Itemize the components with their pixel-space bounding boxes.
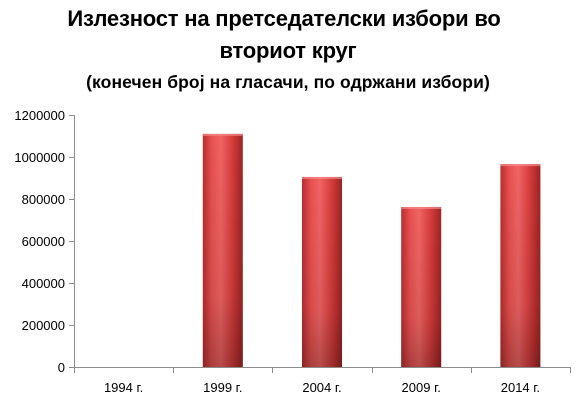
bar-shading [500,164,541,367]
y-tick-label: 800000 [22,192,65,207]
chart-title-line-2: вториот круг [219,38,357,63]
y-tick-label: 600000 [22,234,65,249]
chart-labels: 0 200000 400000 600000 800000 1000000 1200000 1… [14,108,540,395]
y-tick-label: 400000 [22,276,65,291]
x-tick-label: 2009 г. [402,380,441,395]
bar-top-highlight [500,164,541,167]
bar-top-highlight [302,176,342,179]
x-tick-label: 2004 г. [302,380,341,395]
y-tick-label: 1000000 [14,150,65,165]
bar-shading [202,133,243,367]
bar-shading [302,176,342,367]
y-tick-label: 1200000 [14,108,65,123]
chart-bars [202,133,541,367]
chart-title-line-1: Излезност на претседателски избори во [67,6,501,31]
chart-subtitle: (конечен број на гласачи, по одржани изб… [86,72,490,92]
x-tick-label: 2014 г. [501,380,540,395]
y-tick-label: 0 [58,360,65,375]
bar-top-highlight [202,133,243,136]
chart-axes [69,115,571,373]
bar-shading [401,206,442,367]
bar-top-highlight [401,206,442,209]
x-tick-label: 1994 г. [104,380,143,395]
y-tick-label: 200000 [22,318,65,333]
x-tick-label: 1999 г. [203,380,242,395]
